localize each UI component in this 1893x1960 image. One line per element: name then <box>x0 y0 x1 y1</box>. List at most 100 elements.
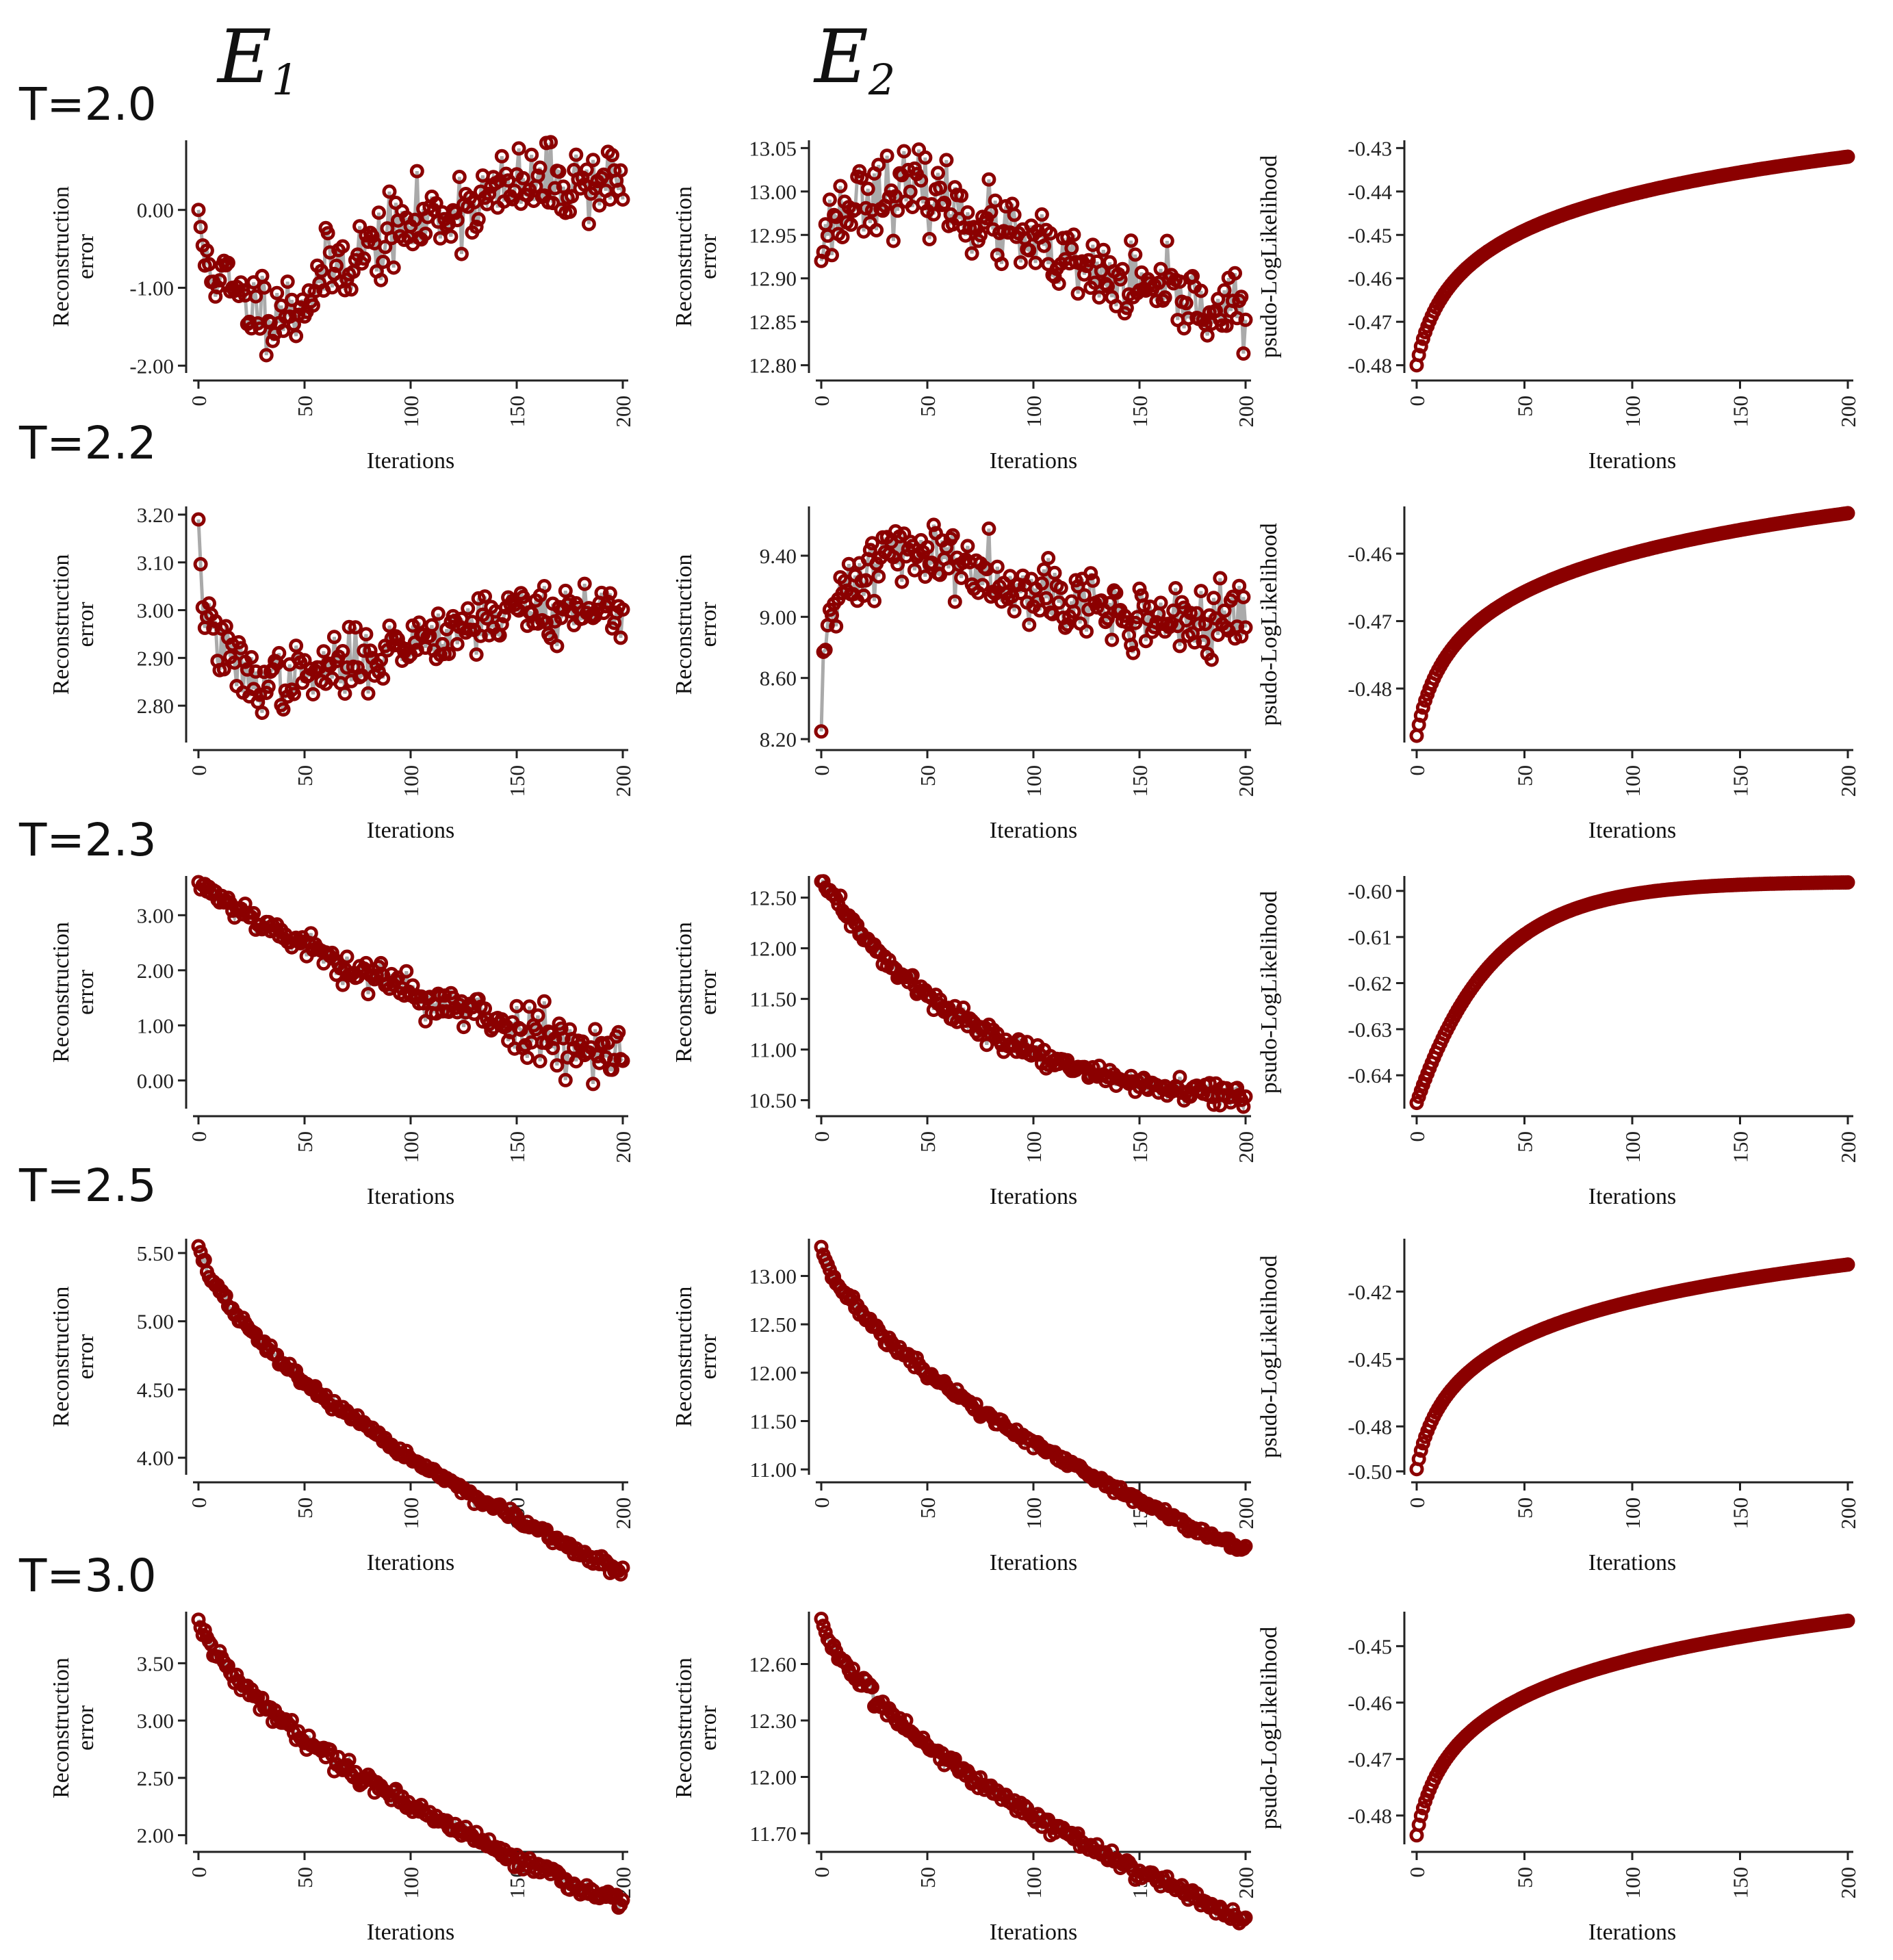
data-point <box>954 570 969 585</box>
data-point <box>443 229 459 244</box>
data-point <box>409 164 424 179</box>
data-point <box>1119 300 1134 315</box>
x-tick-label: 0 <box>187 1497 211 1508</box>
x-tick-label: 100 <box>399 765 423 797</box>
data-point <box>1066 604 1081 619</box>
data-point <box>407 212 422 227</box>
data-point <box>441 647 456 661</box>
data-point <box>569 147 584 162</box>
data-point <box>1194 584 1209 599</box>
data-point <box>1238 1089 1253 1104</box>
data-point <box>926 517 941 532</box>
y-axis-label: psudo-LogLikelihood <box>1257 1627 1282 1830</box>
data-point <box>1204 652 1219 667</box>
data-point <box>191 512 206 527</box>
x-tick-label: 50 <box>916 1867 940 1888</box>
data-point <box>1007 207 1022 222</box>
x-tick-label: 50 <box>1513 396 1537 417</box>
data-point <box>1047 565 1062 580</box>
row-label-t3-0: T=3.0 <box>18 1549 157 1602</box>
x-tick-label: 150 <box>505 396 529 428</box>
y-tick-label: -0.47 <box>1348 310 1392 334</box>
data-point <box>858 573 873 588</box>
data-point <box>1219 318 1234 333</box>
data-point <box>590 1048 605 1063</box>
y-axis-label: error <box>73 1334 99 1380</box>
y-tick-label: -0.48 <box>1348 1804 1392 1828</box>
data-point <box>1109 585 1124 600</box>
data-point <box>1415 1436 1430 1451</box>
data-point <box>864 536 879 551</box>
data-point <box>981 172 996 187</box>
data-point <box>611 1024 626 1040</box>
data-point <box>1183 606 1198 621</box>
data-point <box>480 611 495 626</box>
data-point <box>515 589 530 604</box>
data-point <box>374 652 389 667</box>
row-label-t2-5: T=2.5 <box>18 1159 157 1212</box>
data-point <box>352 219 368 234</box>
chart-panel: 2.002.503.003.500 50 100 150 200IterationsRe… <box>49 1612 635 1945</box>
data-point <box>1217 283 1232 298</box>
data-point <box>563 204 577 219</box>
row-label-t2-2: T=2.2 <box>18 417 157 469</box>
data-point <box>602 192 617 207</box>
data-point <box>945 528 960 543</box>
x-tick-label: 200 <box>611 765 635 797</box>
data-point <box>409 643 424 658</box>
data-point <box>1187 635 1202 650</box>
data-point <box>1411 1452 1426 1467</box>
data-point <box>602 586 617 601</box>
y-tick-label: -0.48 <box>1348 1415 1392 1439</box>
data-point <box>1415 1801 1430 1816</box>
x-tick-label: 100 <box>1621 1867 1645 1899</box>
x-axis-label: Iterations <box>367 1184 454 1209</box>
data-point <box>858 201 873 216</box>
x-tick-label: 150 <box>505 1131 529 1163</box>
y-tick-label: 8.60 <box>760 667 797 691</box>
data-point <box>960 205 975 220</box>
y-tick-label: 11.70 <box>749 1822 797 1846</box>
series-line <box>196 1619 625 1912</box>
y-axis-label: Reconstruction <box>671 1658 697 1798</box>
y-tick-label: -0.43 <box>1348 136 1392 160</box>
data-point <box>206 621 221 636</box>
data-point <box>1136 598 1151 613</box>
data-point <box>1840 1613 1855 1628</box>
data-point <box>359 627 374 642</box>
data-point <box>461 601 476 616</box>
data-point <box>1413 339 1428 354</box>
data-point <box>253 687 268 702</box>
data-point <box>1060 617 1075 632</box>
y-axis-label: error <box>73 602 99 647</box>
x-tick-label: 0 <box>1405 1867 1429 1878</box>
x-tick-label: 200 <box>1836 1867 1860 1899</box>
data-point <box>305 298 320 313</box>
data-point <box>1094 263 1109 279</box>
data-point <box>907 563 922 578</box>
column-headers: E1 E2 <box>216 14 895 105</box>
data-point <box>289 639 304 654</box>
data-point <box>947 1751 962 1766</box>
chart-panel: -0.48 -0.47 -0.46 -0.45 0 50 100 150 200 Iteratio… <box>1257 1612 1860 1945</box>
data-point <box>530 1008 545 1023</box>
data-point <box>244 649 259 665</box>
data-point <box>545 196 561 211</box>
y-axis-label: error <box>696 602 721 647</box>
y-axis-label: error <box>696 969 721 1015</box>
x-tick-label: 150 <box>1729 1867 1753 1899</box>
chart-panel: 2.80 2.90 3.00 3.10 3.20 0 50 100 150 200 Iteratio… <box>49 503 635 843</box>
data-point <box>193 556 208 571</box>
data-point <box>1053 580 1068 595</box>
y-tick-label: 12.00 <box>749 1766 797 1790</box>
row-label-t2-0: T=2.0 <box>18 78 157 131</box>
data-point <box>933 180 948 195</box>
data-point <box>1022 617 1037 632</box>
y-tick-label: 4.00 <box>137 1446 174 1470</box>
data-point <box>556 1031 571 1046</box>
chart-panel: -0.64 -0.63 -0.62 -0.61 -0.60 0 50 100 150 200 Ite… <box>1257 875 1860 1209</box>
x-tick-label: 50 <box>1513 1497 1537 1519</box>
data-point <box>1415 331 1430 346</box>
y-tick-label: 10.50 <box>749 1089 797 1113</box>
